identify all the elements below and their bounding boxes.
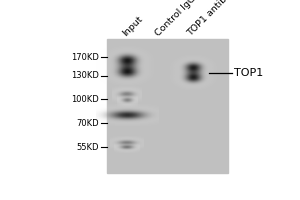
Text: 55KD: 55KD: [76, 143, 99, 152]
Text: TOP1: TOP1: [234, 68, 263, 78]
Text: TOP1 antibody: TOP1 antibody: [186, 0, 241, 38]
Text: 70KD: 70KD: [76, 119, 99, 128]
Text: 100KD: 100KD: [71, 95, 99, 104]
Text: 170KD: 170KD: [71, 53, 99, 62]
Text: Control IgG: Control IgG: [153, 0, 197, 38]
Bar: [107, 39, 228, 173]
Text: 130KD: 130KD: [71, 71, 99, 80]
Text: Input: Input: [121, 14, 144, 38]
